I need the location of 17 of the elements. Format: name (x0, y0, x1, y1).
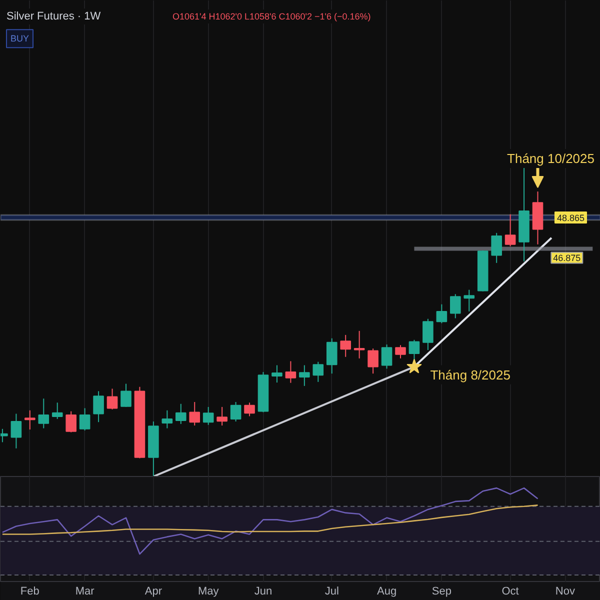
x-tick-label: Jun (254, 586, 272, 598)
x-tick-label: Sep (432, 586, 452, 598)
annotation: Tháng 8/2025 (430, 367, 510, 382)
x-tick-label: Feb (20, 586, 40, 598)
text: BUY (10, 34, 30, 44)
band-label: 48.865 (556, 212, 585, 223)
x-tick-label: Aug (376, 586, 397, 598)
chart-title: Silver Futures · 1W (6, 10, 102, 23)
chart-subtitle: O1061'4 H1062'0 L1058'6 C1060'2 −1'6 (−0.16%) (172, 12, 371, 22)
annotation: Tháng 10/2025 (507, 150, 595, 166)
x-tick-label: Apr (144, 586, 162, 598)
x-tick-label: Nov (555, 586, 576, 598)
series-label: 46.875 (553, 253, 581, 264)
x-tick-label: Mar (75, 586, 95, 598)
x-tick-label: Jul (324, 586, 339, 598)
x-tick-label: Oct (502, 586, 519, 598)
x-tick-label: May (198, 586, 220, 598)
